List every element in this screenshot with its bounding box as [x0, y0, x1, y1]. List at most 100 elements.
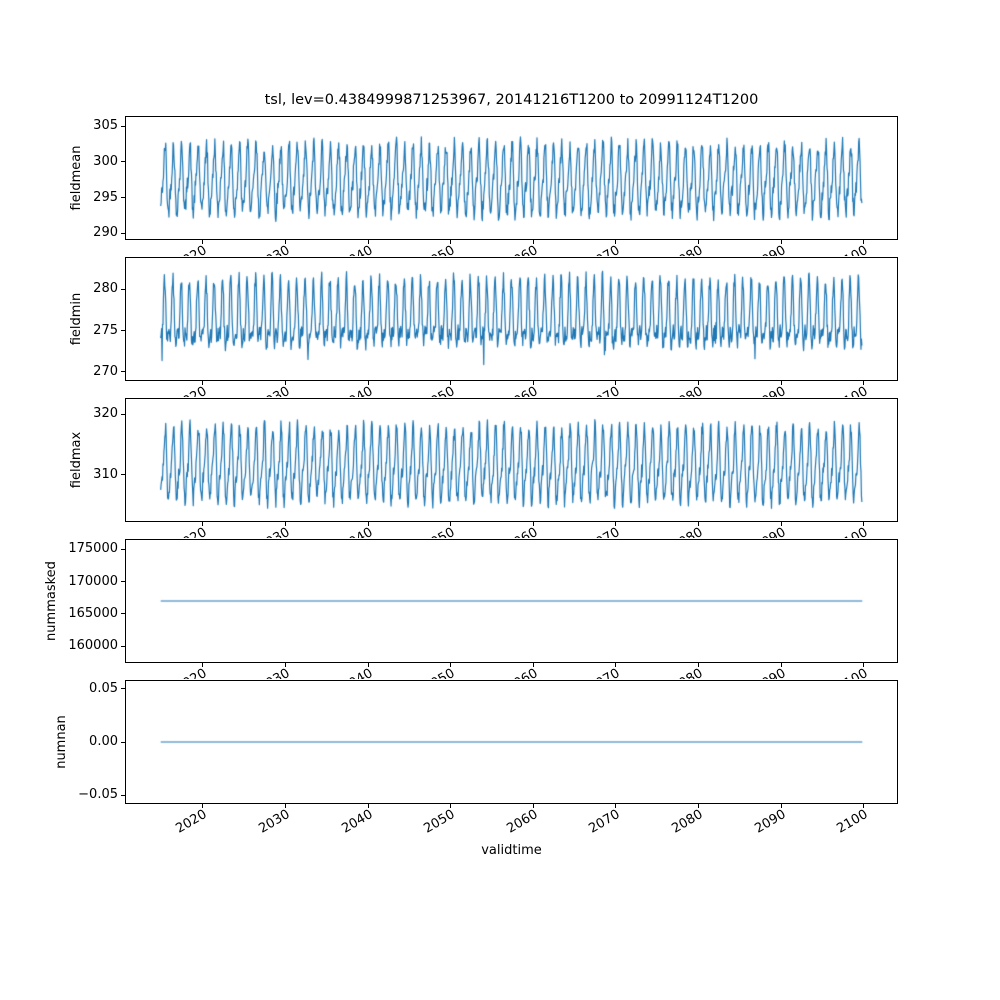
x-tick-label: 2040	[331, 384, 375, 397]
y-tick-label: 170000	[68, 573, 118, 589]
x-tick-label: 2060	[504, 807, 541, 837]
y-tick-mark	[121, 288, 125, 290]
x-tick-label: 2060	[496, 384, 540, 397]
x-tick-label: 2050	[421, 807, 458, 837]
x-tick-mark	[532, 381, 534, 385]
x-tick-mark	[202, 381, 204, 385]
y-tick-mark	[121, 197, 125, 199]
y-tick-label: 310	[93, 466, 118, 482]
x-tick-label: 2100	[834, 807, 871, 837]
x-tick-mark	[615, 381, 617, 385]
y-tick-mark	[121, 125, 125, 127]
x-tick-label: 2020	[166, 525, 210, 538]
x-tick-label: 2100	[827, 666, 870, 679]
x-tick-label: 2040	[331, 525, 375, 538]
line-series-canvas-fieldmax	[126, 399, 897, 521]
x-tick-label: 2030	[249, 243, 292, 256]
y-axis-title-fieldmax: fieldmax	[69, 431, 85, 489]
x-tick-mark	[780, 522, 782, 526]
x-tick-mark	[202, 240, 204, 244]
x-tick-mark	[367, 663, 369, 667]
x-tick-mark	[202, 804, 204, 808]
x-tick-label: 2090	[744, 384, 788, 397]
x-tick-mark	[863, 522, 865, 526]
x-tick-mark	[532, 240, 534, 244]
x-tick-label: 2100	[827, 243, 870, 256]
y-tick-mark	[121, 645, 125, 647]
y-tick-label: 295	[93, 189, 118, 205]
x-tick-mark	[284, 381, 286, 385]
y-tick-mark	[121, 794, 125, 796]
y-tick-label: 0.05	[89, 680, 118, 696]
x-tick-label: 2070	[579, 243, 623, 256]
x-tick-label: 2050	[414, 666, 457, 679]
x-tick-label: 2070	[579, 666, 623, 679]
y-tick-label: 275	[93, 322, 118, 338]
y-tick-label: 300	[93, 153, 118, 169]
x-tick-label: 2020	[173, 807, 210, 837]
x-tick-label: 2020	[166, 384, 210, 397]
x-tick-label: 2090	[744, 666, 788, 679]
x-tick-label: 2080	[669, 807, 706, 837]
y-tick-mark	[121, 413, 125, 415]
x-tick-mark	[450, 240, 452, 244]
x-tick-mark	[284, 240, 286, 244]
x-tick-mark	[863, 381, 865, 385]
x-tick-mark	[697, 522, 699, 526]
subplot-fieldmean	[125, 116, 898, 240]
x-tick-mark	[367, 522, 369, 526]
subplot-numnan	[125, 680, 898, 804]
y-tick-label: −0.05	[78, 787, 118, 803]
x-tick-label: 2070	[579, 525, 623, 538]
y-tick-mark	[121, 330, 125, 332]
x-tick-mark	[284, 804, 286, 808]
x-tick-label: 2030	[249, 666, 292, 679]
x-tick-mark	[863, 804, 865, 808]
x-tick-label: 2030	[256, 807, 293, 837]
x-tick-mark	[780, 804, 782, 808]
x-tick-label: 2100	[827, 384, 870, 397]
subplot-fieldmin	[125, 257, 898, 381]
y-tick-mark	[121, 581, 125, 583]
subplot-fieldmax	[125, 398, 898, 522]
y-axis-title-fieldmean: fieldmean	[69, 145, 85, 211]
x-tick-label: 2020	[166, 243, 210, 256]
x-tick-label: 2030	[249, 384, 292, 397]
x-tick-label: 2080	[662, 666, 705, 679]
x-tick-mark	[284, 522, 286, 526]
x-tick-mark	[284, 663, 286, 667]
x-tick-label: 2020	[166, 666, 210, 679]
x-tick-label: 2080	[662, 243, 705, 256]
y-tick-label: 280	[93, 281, 118, 297]
x-tick-mark	[780, 381, 782, 385]
x-tick-label: 2090	[744, 525, 788, 538]
y-tick-label: 290	[93, 225, 118, 241]
x-tick-mark	[450, 381, 452, 385]
x-tick-mark	[780, 663, 782, 667]
x-tick-label: 2040	[331, 243, 375, 256]
x-tick-mark	[367, 240, 369, 244]
x-axis-label: validtime	[481, 843, 542, 858]
y-axis-title-nummasked: nummasked	[44, 561, 60, 641]
line-series-canvas-fieldmin	[126, 258, 897, 380]
x-tick-mark	[450, 804, 452, 808]
y-tick-label: 165000	[68, 605, 118, 621]
x-tick-mark	[532, 663, 534, 667]
x-tick-mark	[202, 522, 204, 526]
y-tick-mark	[121, 161, 125, 163]
x-tick-mark	[202, 663, 204, 667]
y-tick-mark	[121, 548, 125, 550]
x-tick-mark	[697, 240, 699, 244]
x-tick-mark	[780, 240, 782, 244]
line-series-canvas-fieldmean	[126, 117, 897, 239]
y-tick-label: 0.00	[89, 734, 118, 749]
x-tick-mark	[615, 663, 617, 667]
x-tick-label: 2100	[827, 525, 870, 538]
x-tick-label: 2040	[338, 807, 376, 837]
line-series-canvas-nummasked	[126, 540, 897, 662]
x-tick-label: 2070	[579, 384, 623, 397]
x-tick-label: 2050	[414, 243, 457, 256]
y-tick-mark	[121, 371, 125, 373]
x-tick-label-layer: 2020 2030 2040 2050 2060 2070 2080 2090 2100	[0, 381, 1000, 397]
